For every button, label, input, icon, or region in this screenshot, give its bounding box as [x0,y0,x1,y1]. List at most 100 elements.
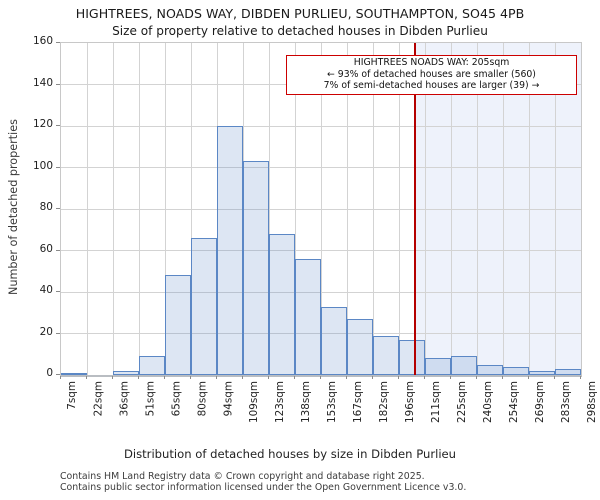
histogram-bar [321,306,347,375]
x-gridline [190,43,192,375]
x-tick-label: 109sqm [248,381,260,423]
x-tick-label: 94sqm [222,381,234,417]
x-tick-mark [164,376,165,379]
histogram-bar [555,368,581,375]
chart-subtitle: Size of property relative to detached ho… [112,24,488,38]
x-tick-mark [554,376,555,379]
histogram-bar [269,233,295,375]
x-tick-label: 80sqm [196,381,208,417]
x-gridline [138,43,140,375]
x-tick-label: 196sqm [404,381,416,423]
y-tick-mark [56,291,60,292]
histogram-bar [529,370,555,375]
x-gridline [164,43,166,375]
x-tick-mark [60,376,61,379]
x-tick-mark [216,376,217,379]
x-axis-label: Distribution of detached houses by size … [123,447,457,461]
x-gridline [268,43,270,375]
x-tick-label: 283sqm [560,381,572,423]
x-tick-mark [86,376,87,379]
x-tick-label: 7sqm [66,381,78,410]
x-tick-label: 65sqm [170,381,182,417]
x-gridline [398,43,400,375]
x-gridline [424,43,426,375]
y-tick-mark [56,125,60,126]
chart-title: HIGHTREES, NOADS WAY, DIBDEN PURLIEU, SO… [75,6,525,21]
x-gridline [346,43,348,375]
histogram-bar [373,335,399,375]
x-gridline [294,43,296,375]
histogram-bar [191,238,217,375]
histogram-bar [217,126,243,375]
x-tick-label: 240sqm [482,381,494,423]
histogram-bar [165,275,191,375]
x-tick-mark [424,376,425,379]
x-tick-mark [242,376,243,379]
x-tick-label: 211sqm [430,381,442,423]
annotation-box: HIGHTREES NOADS WAY: 205sqm ← 93% of det… [286,55,577,95]
annotation-line-property: HIGHTREES NOADS WAY: 205sqm [353,57,510,68]
y-tick-mark [56,249,60,251]
x-tick-mark [476,376,477,379]
x-tick-label: 167sqm [352,381,364,423]
x-tick-mark [580,376,581,379]
x-gridline [528,43,530,375]
x-tick-mark [450,376,451,379]
x-tick-mark [190,376,191,379]
y-tick-label: 80 [39,201,53,213]
histogram-bar [61,372,87,375]
y-tick-label: 60 [39,242,53,255]
histogram-bar [451,356,477,375]
histogram-bar [295,258,321,375]
histogram-bar [503,366,529,375]
annotation-line-smaller: ← 93% of detached houses are smaller (56… [327,68,536,80]
y-tick-mark [56,166,60,168]
histogram-bar [399,339,425,375]
histogram-bar [347,318,373,375]
x-tick-label: 123sqm [274,381,286,423]
histogram-bar [477,364,503,375]
x-gridline [112,43,114,375]
histogram-bar [139,356,165,375]
x-gridline [476,43,478,375]
x-tick-mark [502,376,503,379]
y-tick-label: 20 [39,325,53,338]
plot-area: HIGHTREES NOADS WAY: 205sqm ← 93% of det… [60,42,582,377]
y-tick-label: 0 [46,367,53,379]
x-tick-label: 298sqm [586,381,598,423]
property-size-marker-line [413,43,416,375]
x-tick-mark [320,376,321,379]
x-tick-label: 254sqm [508,381,520,423]
x-tick-mark [346,376,347,379]
x-tick-label: 22sqm [92,381,104,417]
y-tick-mark [56,332,60,334]
x-tick-label: 36sqm [118,381,130,417]
y-tick-label: 120 [32,118,53,130]
x-gridline [86,43,88,375]
y-tick-mark [56,374,60,375]
x-tick-mark [138,376,139,379]
histogram-bar [113,370,139,375]
y-tick-mark [56,208,60,209]
annotation-line-larger: 7% of semi-detached houses are larger (3… [323,80,540,92]
x-tick-label: 269sqm [534,381,546,423]
x-tick-label: 225sqm [456,381,468,423]
footer-attribution-line1: Contains HM Land Registry data © Crown c… [60,471,425,482]
x-gridline [372,43,374,375]
y-tick-label: 160 [32,35,53,47]
x-tick-label: 182sqm [378,381,390,423]
histogram-bar [243,161,269,375]
x-tick-mark [372,376,373,379]
x-tick-mark [398,376,399,379]
y-tick-label: 40 [39,284,53,296]
x-gridline [320,43,322,375]
x-gridline [502,43,504,375]
x-tick-mark [528,376,529,379]
y-tick-mark [56,42,60,43]
y-tick-label: 140 [32,76,53,89]
histogram-bar [425,358,451,375]
x-tick-mark [268,376,269,379]
footer-attribution-line2: Contains public sector information licen… [60,482,467,493]
x-gridline [554,43,556,375]
y-tick-mark [56,83,60,85]
